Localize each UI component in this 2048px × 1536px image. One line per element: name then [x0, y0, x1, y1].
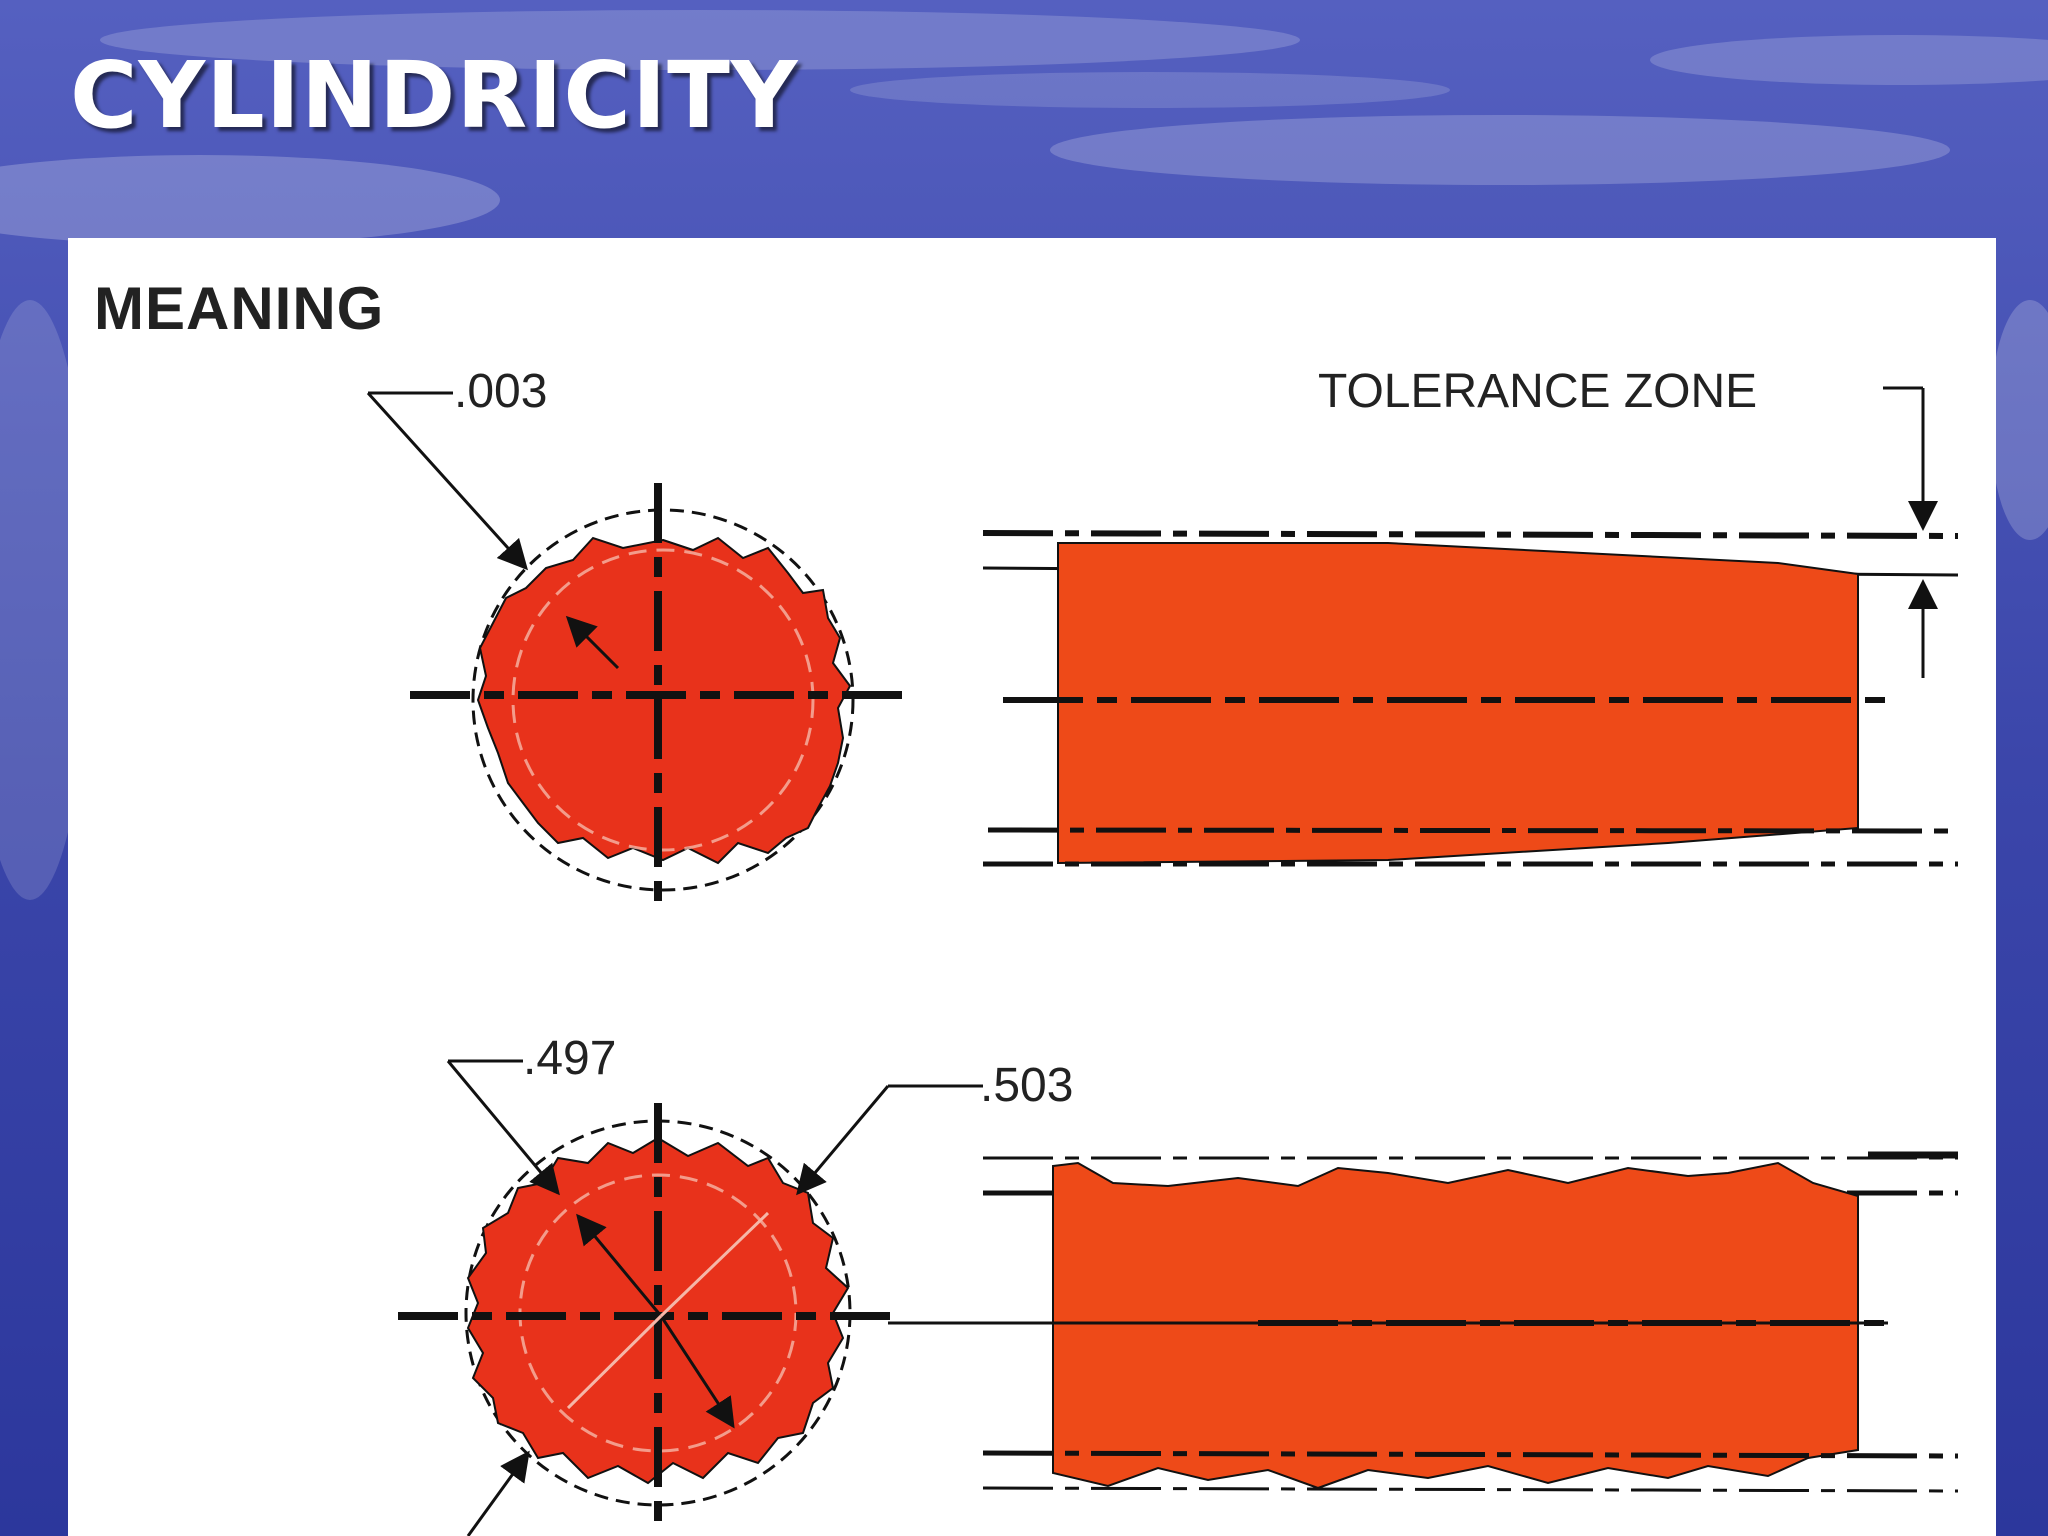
top-side-view — [982, 386, 1959, 867]
top-end-view — [410, 483, 908, 903]
top-tolerance-leader — [366, 391, 529, 571]
bottom-side-view — [888, 1151, 1959, 1493]
tolerance-zone-label: TOLERANCE ZONE — [1318, 365, 1758, 418]
bottom-end-view — [398, 1103, 898, 1528]
cylindricity-drawing — [366, 386, 1959, 1536]
inner-diameter-label: .497 — [523, 1032, 617, 1085]
bottom-diameter-leaders — [446, 1059, 983, 1536]
top-tolerance-label: .003 — [454, 365, 548, 418]
top-tolerance-circle — [471, 508, 855, 892]
outer-diameter-label: .503 — [980, 1059, 1074, 1112]
diagram-heading: MEANING — [94, 275, 385, 342]
slide-title: CYLINDRICITY — [70, 42, 799, 149]
diagram-panel: MEANING — [68, 238, 1996, 1536]
top-section-shape — [476, 536, 852, 865]
